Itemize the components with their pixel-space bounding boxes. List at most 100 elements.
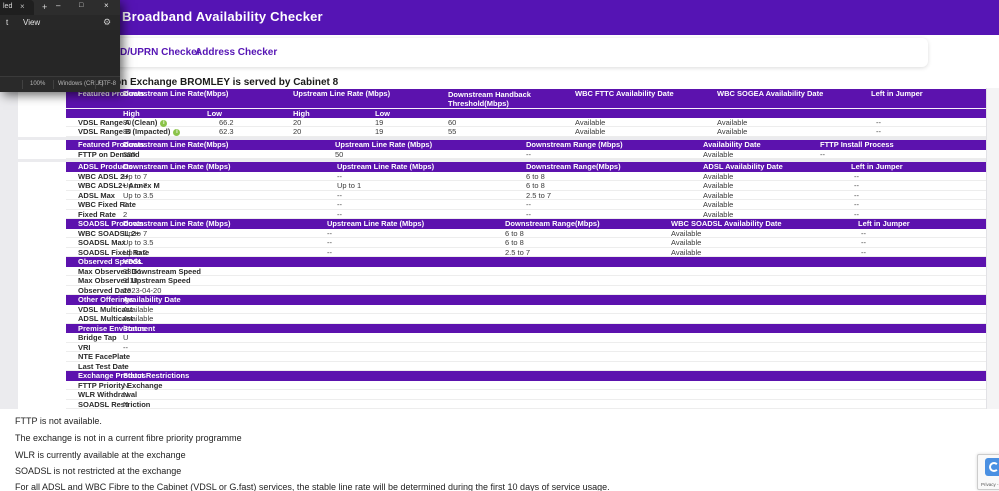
table-header-row: Featured Products Downstream Line Rate(Mb… — [66, 140, 986, 150]
column-header: Downstream Line Rate (Mbps) — [123, 219, 231, 228]
column-header: Premise Environment — [78, 323, 156, 333]
cell: Available — [703, 171, 734, 181]
cell: -- — [861, 247, 866, 257]
cell: 20 — [293, 117, 302, 127]
column-header: Upstream Line Rate (Mbps) — [293, 89, 391, 98]
column-header: Downstream Line Rate (Mbps) — [123, 162, 231, 171]
table-row: VDSL Range B (Impacted) i 80 62.3 20 19 55 Avai… — [66, 127, 986, 137]
cell: -- — [526, 149, 531, 159]
cell: 2.5 to 7 — [526, 190, 552, 200]
table-row: SOADSL Max Up to 3.5 -- 6 to 8 Available -- — [66, 238, 986, 248]
cell: 330 — [123, 149, 136, 159]
column-header: Downstream Range(Mbps) — [505, 219, 600, 228]
column-header: High — [293, 109, 310, 118]
line-ending-indicator[interactable]: Windows (CRLF) — [58, 81, 104, 87]
table-row: ADSL Multicast Available — [66, 314, 986, 324]
notepad-tab-label: led — [3, 3, 13, 10]
table-row: VDSL Range A (Clean) i 80 66.2 20 19 60 Availab… — [66, 117, 986, 128]
close-icon[interactable]: × — [104, 1, 109, 10]
cell: 2 — [123, 200, 128, 209]
notepad-tab[interactable]: led × — [0, 0, 34, 15]
column-header: Availability Date — [123, 295, 181, 304]
cell: Fixed Rate — [78, 209, 116, 219]
minimize-icon[interactable]: – — [56, 1, 61, 10]
table-header-row: Other Offerings Availability Date — [66, 295, 986, 305]
status-divider — [95, 80, 96, 89]
table-header-row: Exchange Product Restrictions Status — [66, 371, 986, 381]
left-gutter — [0, 88, 18, 409]
results-scrollbar[interactable] — [986, 88, 999, 409]
table-featured-vdsl: Featured Products Downstream Line Rate(Mb… — [66, 89, 986, 137]
table-header-row: SOADSL Products Downstream Line Rate (Mbp… — [66, 219, 986, 229]
cell: VDSL Range A (Clean) i — [78, 118, 168, 128]
menu-edit-fragment[interactable]: t — [6, 18, 9, 27]
cell: -- — [123, 352, 128, 361]
table-row: Last Test Date -- — [66, 361, 986, 371]
cell: 9.18 — [123, 276, 138, 285]
column-header: Downstream Line Rate(Mbps) — [123, 89, 229, 98]
column-header: High — [123, 109, 140, 118]
cell: SOADSL Fixed Rate — [78, 247, 150, 257]
cell: WBC SOADSL 2+ — [78, 228, 140, 238]
table-row: VDSL Multicast Available — [66, 304, 986, 314]
column-header: Upstream Line Rate (Mbps) — [335, 140, 433, 149]
recaptcha-badge[interactable]: Privacy - — [977, 454, 999, 490]
column-header: SOADSL Products — [78, 219, 144, 228]
table-soadsl-products: SOADSL Products Downstream Line Rate (Mbp… — [66, 219, 986, 257]
cell: SOADSL Max — [78, 238, 126, 247]
maximize-icon[interactable]: □ — [79, 2, 84, 9]
status-divider — [22, 80, 23, 89]
column-header: Downstream Line Rate(Mbps) — [123, 140, 229, 149]
encoding-indicator[interactable]: UTF-8 — [99, 81, 116, 87]
column-header: FTTP Install Process — [820, 140, 894, 149]
info-icon[interactable]: i — [173, 129, 181, 136]
cell: WLR Withdrawal — [78, 390, 138, 399]
menu-view[interactable]: View — [23, 18, 41, 27]
cell: N — [123, 380, 129, 390]
info-icon[interactable]: i — [160, 119, 168, 127]
table-adsl-products: ADSL Products Downstream Line Rate (Mbps)… — [66, 162, 986, 219]
cell: Available — [703, 149, 734, 159]
cell: Available — [703, 190, 734, 200]
table-gap — [0, 159, 986, 162]
cell: Up to 7 — [123, 228, 148, 238]
cell: 2 — [123, 209, 128, 219]
tab-uprn-checker[interactable]: D/UPRN Checker — [120, 47, 201, 58]
cell: Up to 3.5 — [123, 190, 154, 200]
cell: -- — [327, 247, 332, 257]
column-header: WBC FTTC Availability Date — [575, 89, 674, 98]
notepad-titlebar: led × + – □ × — [0, 0, 120, 15]
table-header-row: ADSL Products Downstream Line Rate (Mbps)… — [66, 162, 986, 172]
cell: -- — [876, 117, 881, 127]
column-header: Downstream Range (Mbps) — [526, 140, 623, 149]
column-header: WBC SOGEA Availability Date — [717, 89, 824, 98]
cabinet-summary: on Exchange BROMLEY is served by Cabinet… — [115, 77, 339, 88]
tab-close-icon[interactable]: × — [20, 2, 25, 11]
cell: Available — [575, 117, 606, 127]
cell: -- — [876, 127, 881, 136]
cell: -- — [854, 171, 859, 181]
tables-region: Featured Products Downstream Line Rate(Mb… — [66, 0, 986, 491]
cell: Available — [575, 127, 606, 136]
gear-icon[interactable]: ⚙ — [103, 17, 112, 27]
cell: N — [123, 399, 129, 409]
notepad-editor[interactable] — [0, 30, 120, 76]
cell: Available — [717, 127, 748, 136]
cell: 2.5 to 7 — [505, 247, 531, 257]
table-row: FTTP on Demand 330 50 -- Available -- — [66, 149, 986, 159]
tab-address-checker[interactable]: Address Checker — [195, 47, 278, 58]
cell: FTTP on Demand — [78, 149, 140, 159]
cell: -- — [526, 209, 531, 219]
cell: Max Observed Downstream Speed — [78, 266, 201, 276]
cell: Available — [717, 117, 748, 127]
cell: Available — [123, 314, 154, 323]
cell: 66.2 — [219, 117, 234, 127]
cell: Available — [703, 200, 734, 209]
column-header: ADSL Availability Date — [703, 162, 783, 171]
new-tab-icon[interactable]: + — [42, 2, 48, 12]
recaptcha-icon — [985, 458, 999, 476]
status-divider — [53, 80, 54, 89]
cell: VRI — [78, 342, 91, 352]
table-row: WBC Fixed Rate 2 -- -- Available -- — [66, 200, 986, 210]
zoom-level[interactable]: 100% — [30, 81, 46, 87]
